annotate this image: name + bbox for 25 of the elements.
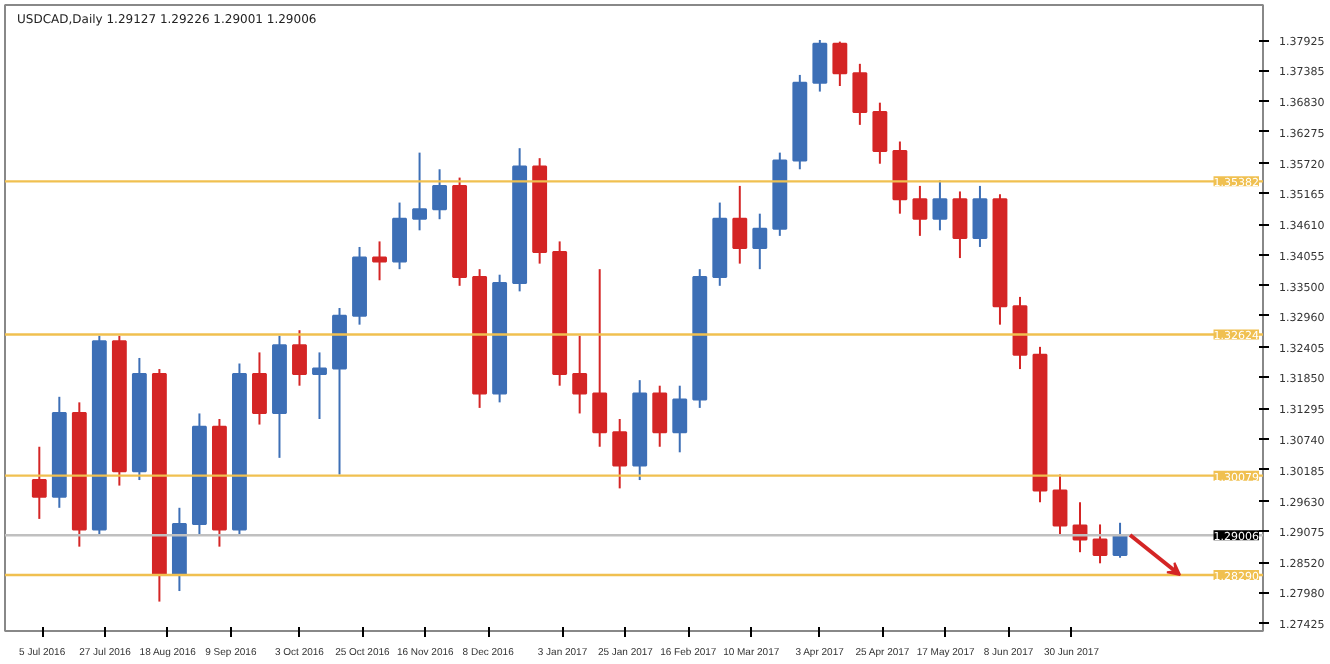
candlestick: [852, 62, 868, 126]
candlestick: [1052, 473, 1068, 537]
candlestick: [572, 334, 588, 415]
candlestick: [612, 418, 628, 490]
candlestick: [1092, 523, 1108, 565]
candlestick: [292, 329, 307, 387]
candlestick: [832, 40, 848, 88]
candlestick: [252, 351, 267, 426]
candlestick: [872, 101, 888, 165]
candlestick: [912, 184, 928, 237]
candlestick: [972, 184, 988, 248]
candlestick: [932, 179, 948, 232]
candlestick: [412, 151, 427, 232]
candlestick: [812, 38, 828, 93]
candlestick: [372, 240, 387, 282]
candlestick: [392, 201, 407, 271]
candlestick: [732, 184, 748, 265]
candlestick: [312, 351, 327, 420]
candlestick: [432, 168, 448, 221]
candlestick: [31, 445, 47, 520]
candlestick: [952, 190, 968, 260]
candlestick: [752, 212, 768, 271]
candlestick: [592, 268, 608, 448]
candlestick: [672, 384, 688, 454]
candlestick: [652, 384, 668, 448]
